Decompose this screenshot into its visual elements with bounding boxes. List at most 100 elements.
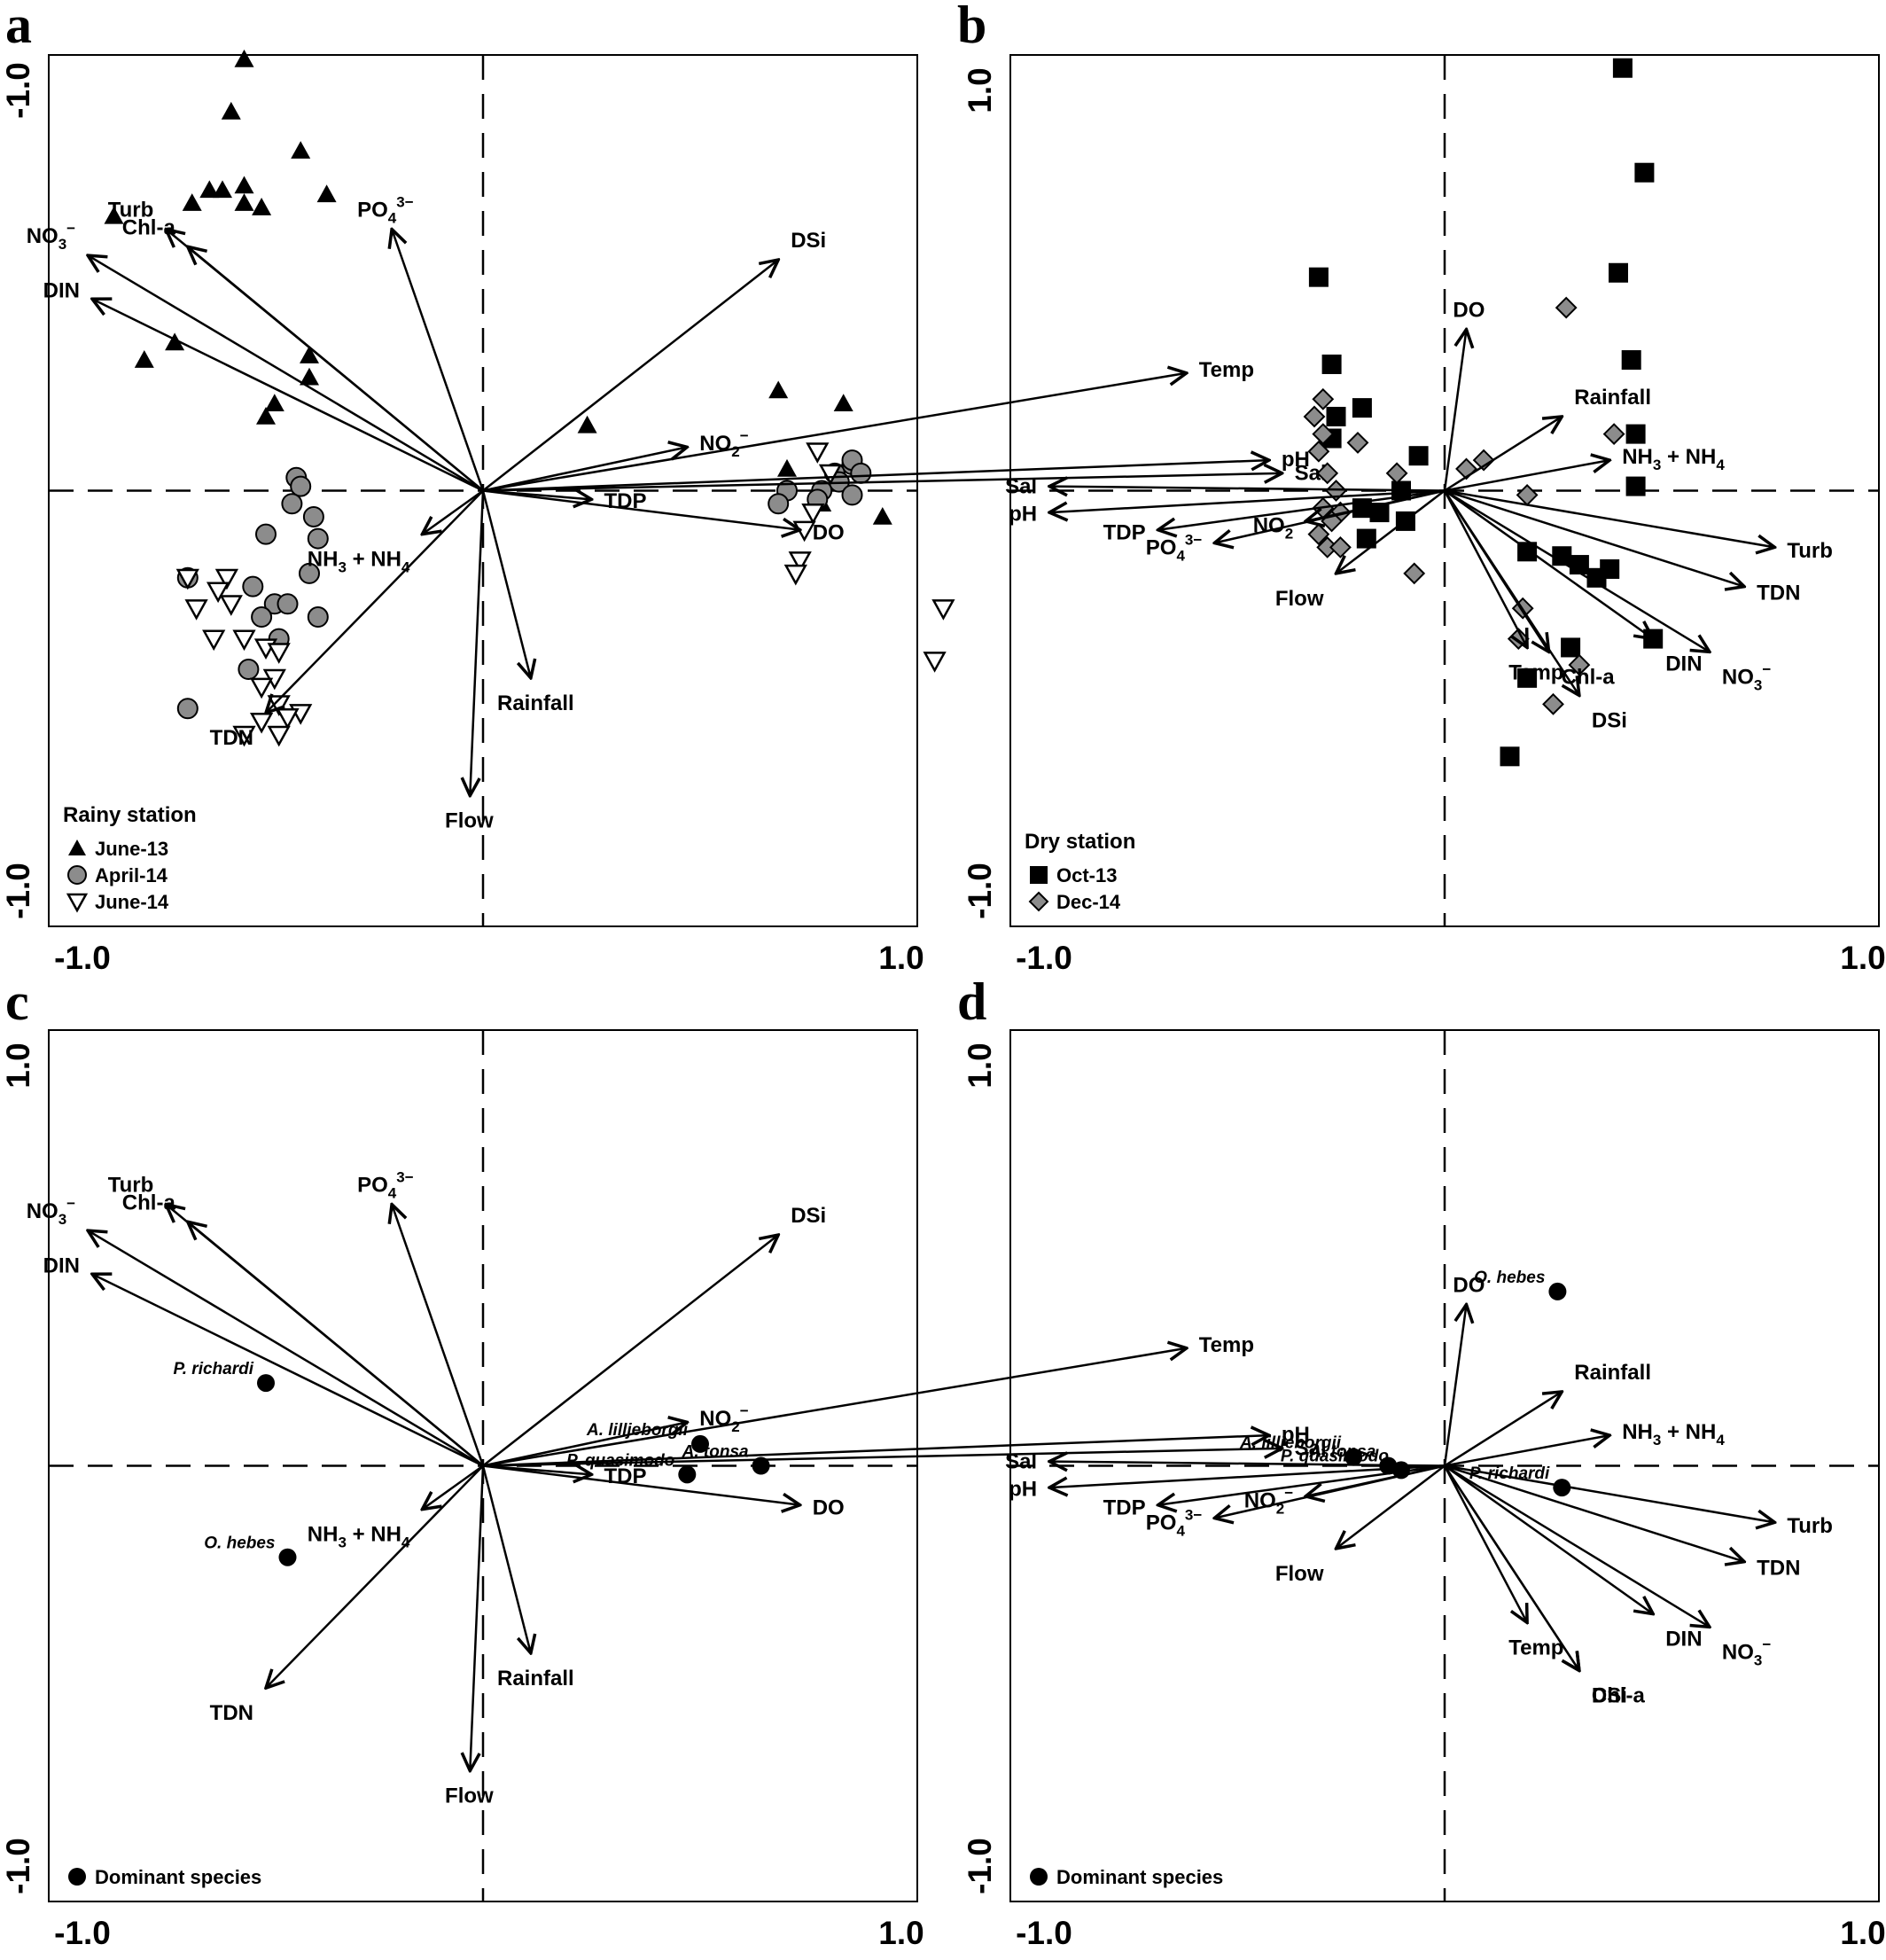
vector-label-ph: pH	[1282, 1423, 1310, 1447]
vector-chl-a	[188, 246, 484, 492]
vector-temp	[482, 373, 1187, 492]
y-tick-bottom: -1.0	[0, 1838, 36, 1894]
legend: Dominant species	[1030, 1866, 1223, 1888]
point-june-14	[806, 442, 830, 464]
y-tick-top: 1.0	[962, 1042, 998, 1088]
legend-title: Rainy station	[63, 803, 197, 827]
vector-label-sal: Sal	[1005, 1449, 1037, 1473]
legend: Dry station Oct-13 Dec-14	[1025, 830, 1135, 913]
point-oct-13	[1517, 668, 1538, 688]
vector-rainfall	[481, 1465, 531, 1653]
point-oct-13	[1561, 637, 1581, 658]
dominant-species: P. richardi A. lilljeborgii A. tonsa P. qua…	[174, 1360, 770, 1566]
vector-rainfall	[1444, 1392, 1562, 1467]
species-point-a-tonsa	[752, 1456, 770, 1475]
point-april-14	[238, 659, 260, 681]
vector-label-sal: Sal	[1295, 1436, 1327, 1460]
panel-b: -1.0 1.0 1.0 -1.0 DO Rainfall NH3 + NH4 Sal pH TD…	[962, 54, 1886, 976]
vector-label-tdp: TDP	[604, 489, 647, 513]
vector-no2	[482, 1422, 687, 1467]
point-april-14	[299, 562, 320, 584]
vector-label-tdn: TDN	[1757, 1556, 1800, 1580]
point-oct-13	[1621, 350, 1641, 371]
point-dec-14	[1472, 449, 1495, 472]
vector-label-chl-a: Chl-a	[1562, 665, 1616, 689]
vector-flow	[1337, 1464, 1446, 1549]
point-june-13	[872, 506, 892, 525]
point-dec-14	[1568, 653, 1591, 676]
point-june-14	[206, 582, 230, 604]
vector-din	[92, 1274, 484, 1467]
vector-po43	[392, 1205, 485, 1466]
point-june-13	[300, 367, 319, 386]
point-june-13	[182, 193, 202, 211]
vector-label-temp: Temp	[1199, 1333, 1254, 1357]
vector-label-po43: PO43−	[357, 194, 414, 227]
species-point-p-richardi	[1553, 1479, 1571, 1497]
x-tick-min: -1.0	[1016, 940, 1072, 976]
species-label-a-lilljeborgii: A. lilljeborgii	[586, 1421, 689, 1440]
vector-label-turb: Turb	[108, 199, 154, 223]
point-june-13	[234, 176, 254, 194]
vector-label-nh3-nh4: NH3 + NH4	[308, 548, 410, 576]
point-june-14	[788, 551, 812, 573]
vector-turb	[1444, 1464, 1774, 1523]
point-april-14	[307, 606, 329, 629]
point-april-14	[255, 523, 277, 545]
vector-ph	[482, 460, 1269, 492]
legend-marker-april-14	[67, 865, 87, 885]
vector-ph	[1049, 489, 1446, 513]
point-dec-14	[1403, 562, 1426, 585]
species-point-a-lilljeborgii	[1344, 1448, 1363, 1466]
legend-entry-dominant-species: Dominant species	[1056, 1866, 1223, 1888]
series-june-13	[104, 49, 892, 525]
vector-label-no2: NO2	[1253, 514, 1293, 543]
vector-rainfall	[481, 490, 531, 678]
vector-sal	[1049, 487, 1446, 491]
legend-marker-june-13	[68, 839, 86, 855]
point-june-14	[276, 708, 300, 730]
vector-label-din: DIN	[1665, 652, 1702, 676]
point-oct-13	[1634, 162, 1655, 183]
species-label-p-richardi: P. richardi	[174, 1360, 254, 1378]
point-june-14	[232, 629, 256, 652]
vector-sal	[1049, 1462, 1446, 1466]
vector-label-flow: Flow	[1275, 1562, 1324, 1586]
species-label-o-hebes: O. hebes	[1474, 1269, 1545, 1287]
point-june-14	[267, 725, 291, 747]
point-june-13	[165, 332, 185, 351]
vector-flow	[470, 490, 485, 796]
point-oct-13	[1352, 398, 1372, 418]
vector-din	[92, 299, 484, 492]
vector-label-sal: Sal	[1005, 474, 1037, 498]
vector-sal	[482, 1449, 1282, 1467]
point-dec-14	[1555, 296, 1578, 319]
vector-label-temp: Temp	[1508, 1636, 1563, 1659]
point-june-13	[134, 350, 154, 368]
vector-label-chl-a: Chl-a	[1592, 1684, 1646, 1708]
vector-label-tdn: TDN	[210, 1701, 253, 1725]
vector-label-no2: NO2−	[1244, 1485, 1293, 1518]
species-label-p-quasimodo: P. quasimodo	[566, 1451, 674, 1470]
species-point-p-richardi	[257, 1374, 275, 1393]
point-dec-14	[1602, 423, 1625, 446]
vector-label-chl-a: Chl-a	[122, 215, 176, 239]
vector-tdp	[1158, 489, 1446, 530]
y-tick-bottom: -1.0	[962, 1838, 998, 1894]
legend-entry-april-14: April-14	[95, 864, 168, 886]
vector-label-rainfall: Rainfall	[497, 691, 574, 715]
vector-turb	[1444, 489, 1774, 548]
vector-flow	[1337, 489, 1446, 574]
species-label-a-lilljeborgii: A. lilljeborgii	[1239, 1434, 1342, 1453]
vector-label-ph: pH	[1009, 1477, 1037, 1501]
legend-marker-dominant-species	[68, 1868, 86, 1886]
vector-label-no3: NO3−	[1722, 1636, 1771, 1668]
point-june-13	[234, 193, 254, 211]
vector-label-tdp: TDP	[1103, 1496, 1146, 1520]
point-oct-13	[1600, 558, 1620, 579]
